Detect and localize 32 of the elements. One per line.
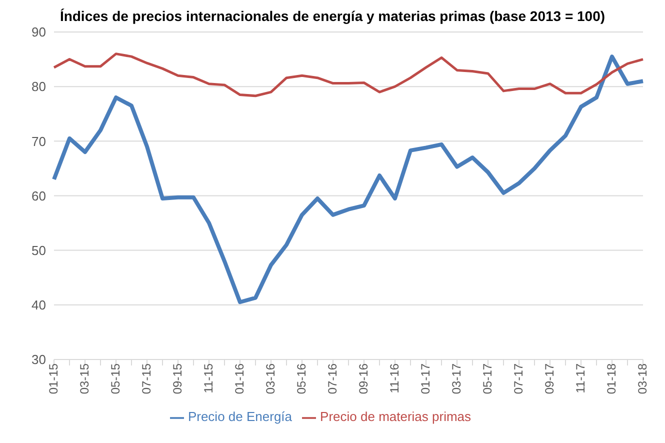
y-tick-label: 50 (32, 242, 46, 258)
x-tick-label: 01-16 (232, 363, 247, 394)
x-tick-label: 01-17 (418, 363, 433, 394)
x-tick-label: 05-16 (294, 363, 309, 394)
legend-label: Precio de Energía (188, 409, 292, 424)
line-series (52, 54, 645, 304)
y-tick-label: 80 (32, 79, 46, 94)
y-tick-label: 60 (32, 188, 46, 204)
x-tick-label: 11-16 (388, 363, 402, 394)
x-tick-label: 11-17 (574, 363, 588, 394)
x-tick-label: 01-15 (46, 363, 61, 394)
chart-title: Índices de precios internacionales de energía y materias primas (base 2013 = 100) (58, 8, 606, 24)
x-tick-label: 05-15 (108, 363, 123, 394)
y-tick-label: 40 (32, 297, 46, 312)
x-tick-label: 01-18 (604, 363, 619, 394)
x-tick-label: 03-18 (636, 363, 650, 394)
x-tick-label: 03-16 (264, 363, 278, 394)
x-tick-label: 09-17 (542, 363, 557, 394)
line-series (52, 52, 644, 98)
x-tick-label: 05-17 (480, 363, 495, 394)
y-tick-label: 30 (32, 352, 46, 368)
y-tick-label: 70 (32, 134, 46, 149)
x-tick-label: 11-15 (202, 363, 216, 394)
x-tick-label: 07-17 (512, 363, 526, 394)
y-tick-label: 90 (32, 24, 46, 40)
x-tick-label: 07-16 (326, 363, 340, 394)
x-tick-label: 03-17 (450, 363, 464, 394)
legend-label: Precio de materias primas (320, 409, 472, 424)
x-tick-label: 07-15 (140, 363, 154, 394)
x-tick-label: 09-16 (356, 363, 371, 394)
x-tick-label: 09-15 (170, 363, 185, 394)
x-tick-label: 03-15 (78, 363, 92, 394)
